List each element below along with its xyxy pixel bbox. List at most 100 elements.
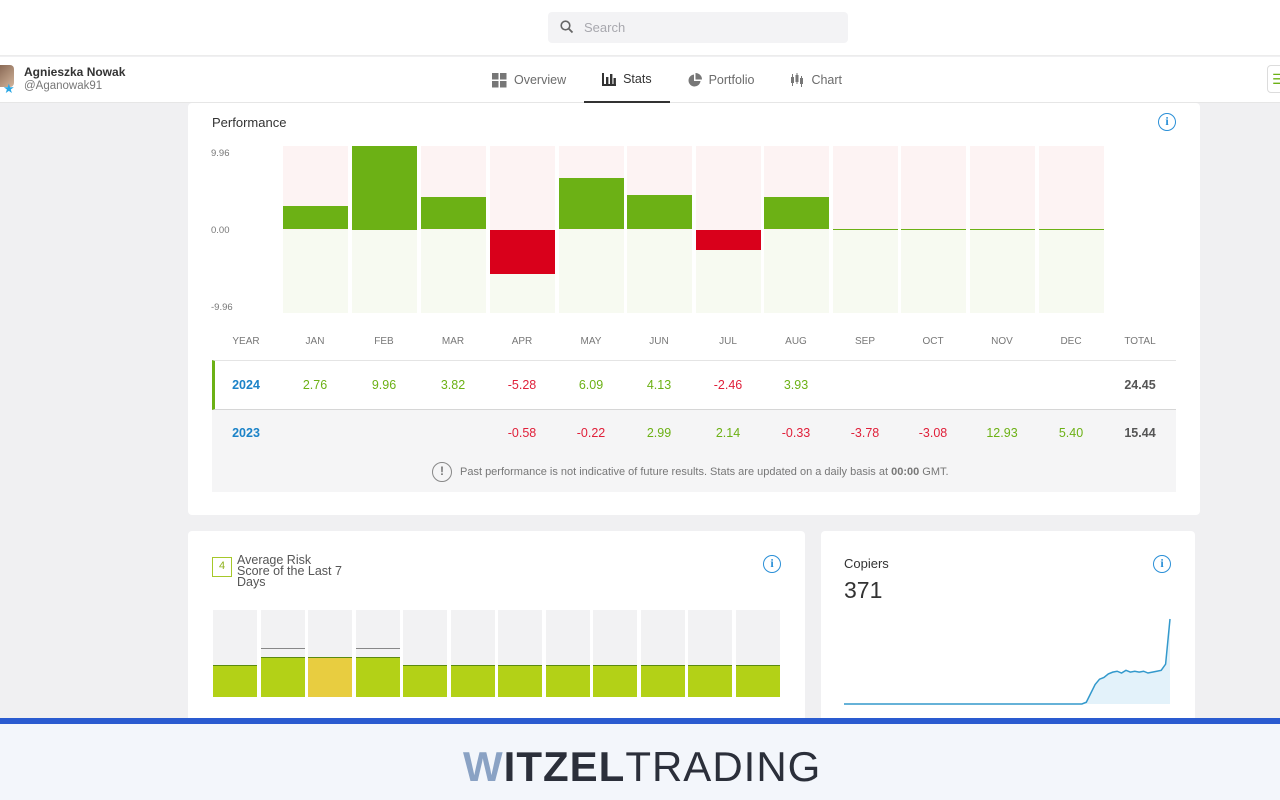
month-value: 2.76: [302, 378, 328, 392]
bar-mar[interactable]: [421, 197, 486, 230]
bar-nov[interactable]: [970, 228, 1035, 230]
risk-day-column[interactable]: [735, 610, 780, 697]
month-value: 3.93: [783, 378, 809, 392]
risk-day-column[interactable]: [308, 610, 352, 697]
chart-bg-negative: [764, 229, 829, 313]
search-input[interactable]: [584, 12, 834, 43]
chart-bg-negative: [901, 229, 966, 313]
chart-bg-negative: [559, 229, 624, 313]
risk-level-fill: [450, 665, 495, 697]
tab-portfolio[interactable]: Portfolio: [670, 57, 773, 103]
tab-stats[interactable]: Stats: [584, 57, 670, 103]
month-value: 12.93: [986, 426, 1018, 440]
chart-bg-positive: [833, 146, 898, 230]
risk-day-column[interactable]: [213, 610, 257, 697]
chart-bg-negative: [1039, 229, 1104, 313]
header-sep: SEP: [854, 336, 875, 347]
tab-overview-label: Overview: [514, 73, 567, 87]
risk-day-column[interactable]: [355, 610, 400, 697]
header-may: MAY: [580, 336, 602, 347]
chart-bg-negative: [283, 229, 348, 313]
bar-chart-icon: [602, 72, 617, 86]
risk-day-column[interactable]: [403, 610, 447, 697]
risk-day-column[interactable]: [688, 610, 732, 697]
performance-card: Performance i 9.96 0.00 -9.96 YEAR JAN FEB…: [188, 103, 1200, 515]
month-value: 5.40: [1058, 426, 1084, 440]
user-handle: @Aganowak91: [24, 80, 103, 92]
tab-chart-label: Chart: [811, 73, 843, 87]
risk-score-title: Average Risk Score of the Last 7 Days: [237, 553, 342, 589]
header-nov: NOV: [991, 336, 1013, 347]
month-value: -0.58: [507, 426, 537, 440]
bar-dec[interactable]: [1039, 228, 1104, 230]
bar-aug[interactable]: [764, 196, 829, 230]
risk-score-card: 4 Average Risk Score of the Last 7 Days …: [188, 531, 805, 731]
copiers-info-icon[interactable]: i: [1153, 555, 1171, 573]
copiers-title: Copiers: [844, 556, 889, 571]
risk-day-column[interactable]: [545, 610, 590, 697]
risk-max-marker: [260, 648, 305, 649]
chart-bg-positive: [490, 146, 555, 230]
risk-day-column[interactable]: [640, 610, 685, 697]
avatar[interactable]: [0, 65, 14, 87]
year-row-2024: 2024 2.76 9.96 3.82 -5.28 6.09 4.13 -2.46 3.93 24…: [212, 360, 1176, 410]
month-value: -5.28: [507, 378, 537, 392]
year-total: 24.45: [1124, 378, 1156, 392]
copiers-card: Copiers 371 i: [821, 531, 1195, 731]
performance-info-icon[interactable]: i: [1158, 113, 1176, 131]
risk-max-marker: [355, 648, 400, 649]
bar-sep[interactable]: [833, 228, 898, 230]
candlestick-icon: [791, 73, 804, 87]
month-value: -3.08: [918, 426, 948, 440]
menu-icon[interactable]: ☰: [1267, 65, 1280, 93]
risk-level-fill: [688, 665, 732, 697]
pie-chart-icon: [688, 73, 702, 87]
bar-jul[interactable]: [696, 229, 761, 251]
bar-jun[interactable]: [627, 194, 692, 230]
tab-overview[interactable]: Overview: [474, 57, 584, 103]
copiers-line: [844, 618, 1171, 705]
month-value: 2.99: [646, 426, 672, 440]
risk-day-column[interactable]: [593, 610, 637, 697]
bar-feb[interactable]: [352, 146, 417, 230]
risk-day-column[interactable]: [260, 610, 305, 697]
header-total: TOTAL: [1124, 336, 1156, 347]
bar-apr[interactable]: [490, 229, 555, 274]
header-aug: AUG: [785, 336, 807, 347]
bar-may[interactable]: [559, 178, 624, 230]
disclaimer: ! Past performance is not indicative of …: [432, 462, 949, 482]
risk-day-column[interactable]: [498, 610, 542, 697]
brand-footer: W ITZEL TRADING: [0, 718, 1280, 800]
risk-info-icon[interactable]: i: [763, 555, 781, 573]
year-label: 2023: [232, 426, 260, 440]
year-label: 2024: [232, 378, 260, 392]
risk-level-fill: [260, 657, 305, 697]
search-box[interactable]: [548, 12, 848, 43]
header-mar: MAR: [441, 336, 465, 347]
year-total: 15.44: [1124, 426, 1156, 440]
y-axis-zero-label: 0.00: [211, 225, 230, 236]
user-name[interactable]: Agnieszka Nowak: [24, 65, 126, 79]
tab-stats-label: Stats: [623, 72, 652, 86]
header-feb: FEB: [374, 336, 394, 347]
chart-bg-negative: [421, 229, 486, 313]
copiers-line-chart: [844, 618, 1171, 705]
risk-level-fill: [403, 665, 447, 697]
chart-bg-positive: [696, 146, 761, 230]
witzel-trading-logo: W ITZEL TRADING: [463, 743, 821, 790]
copiers-count: 371: [844, 577, 883, 603]
logo-w: W: [463, 743, 504, 790]
header-year: YEAR: [232, 336, 260, 347]
bar-oct[interactable]: [901, 228, 966, 230]
risk-score-badge: 4: [212, 557, 232, 577]
chart-bg-positive: [901, 146, 966, 230]
bar-jan[interactable]: [283, 206, 348, 230]
chart-bg-positive: [1039, 146, 1104, 230]
month-value: 6.09: [578, 378, 604, 392]
risk-day-column[interactable]: [450, 610, 495, 697]
chart-bg-positive: [970, 146, 1035, 230]
tab-chart[interactable]: Chart: [772, 57, 860, 103]
month-value: 3.82: [440, 378, 466, 392]
month-value: -3.78: [850, 426, 880, 440]
disclaimer-suffix: GMT.: [922, 466, 949, 478]
